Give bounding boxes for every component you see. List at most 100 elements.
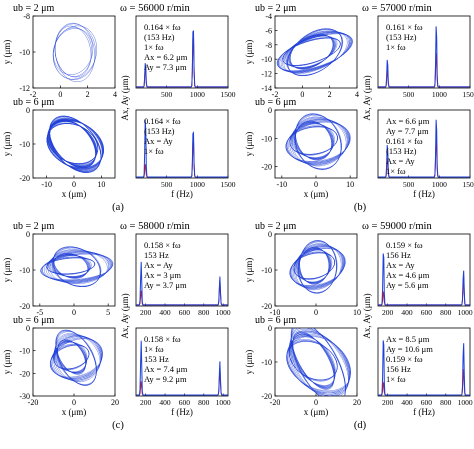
x-tick-label: 0: [72, 398, 76, 407]
y-tick-label: -10: [19, 347, 30, 356]
y-tick-label: -10: [261, 358, 272, 367]
x-tick-label: 400: [159, 398, 171, 407]
ub-label: ub = 2 μm: [13, 221, 55, 232]
annotation: Ax = Ay: [386, 156, 415, 166]
freq-axis-label: f (Hz): [413, 189, 435, 199]
y-tick-label: -10: [261, 134, 272, 143]
y-tick-label: -10: [19, 266, 30, 275]
x-tick-label: 500: [161, 90, 173, 99]
series-ay-line: [378, 53, 470, 87]
y-tick-label: -10: [19, 140, 30, 149]
x-tick-label: 0: [72, 180, 76, 189]
x-tick-label: 0: [72, 308, 76, 317]
speed-label: ω = 57000 r/min: [362, 3, 432, 14]
annotation: 1× fω: [386, 374, 406, 384]
annotation: Ax = Ay: [144, 260, 173, 270]
orbit-trajectory: [277, 29, 353, 76]
x-axis-label: x (μm): [304, 189, 329, 199]
annotation: (153 Hz): [386, 32, 417, 42]
speed-label: ω = 59000 r/min: [362, 221, 432, 232]
annotation: 156 Hz: [386, 250, 411, 260]
x-tick-label: 500: [403, 90, 415, 99]
annotation: (153 Hz): [144, 32, 175, 42]
annotation: Ay = 10.6 μm: [386, 344, 433, 354]
annotation: Ay = 7.3 μm: [144, 62, 187, 72]
y-tick-label: -20: [19, 302, 30, 311]
ub-label: ub = 2 μm: [255, 221, 297, 232]
y-tick-label: -12: [261, 70, 272, 79]
x-tick-label: 1000: [432, 180, 447, 189]
x-tick-label: 600: [179, 398, 191, 407]
annotation: 0.158 × fω: [144, 334, 181, 344]
x-tick-label: 2: [86, 90, 90, 99]
annotation: Ay = 3.7 μm: [144, 280, 187, 290]
annotation: 156 Hz: [386, 364, 411, 374]
orbit-frame: [275, 234, 357, 306]
x-tick-label: 0: [300, 90, 304, 99]
y-tick-label: -10: [19, 48, 30, 57]
annotation: 1× fω: [144, 344, 164, 354]
x-tick-label: 200: [382, 398, 394, 407]
annotation: 0.161 × fω: [386, 136, 423, 146]
y-tick-label: -20: [261, 163, 272, 172]
x-tick-label: 500: [161, 180, 173, 189]
y-axis-label: y (μm): [2, 350, 12, 375]
y-tick-label: -14: [261, 84, 272, 93]
x-tick-label: 400: [159, 308, 171, 317]
x-tick-label: 0: [314, 180, 318, 189]
x-axis-label: x (μm): [304, 407, 329, 417]
annotation: 1× fω: [386, 166, 406, 176]
orbit-trajectory: [41, 247, 114, 287]
panel-label: (c): [112, 420, 124, 431]
annotation: 0.159 × fω: [386, 354, 423, 364]
amp-axis-label: Ax, Ay (μm): [362, 293, 372, 338]
x-tick-label: 1500: [221, 90, 236, 99]
ub-label: ub = 6 μm: [13, 315, 55, 326]
freq-axis-label: f (Hz): [413, 407, 435, 417]
panel-label: (d): [354, 420, 367, 431]
orbit-trajectory: [287, 322, 351, 405]
x-tick-label: -10: [276, 180, 287, 189]
x-tick-label: 200: [382, 308, 394, 317]
annotation: 1× fω: [386, 42, 406, 52]
x-tick-label: 1000: [216, 398, 231, 407]
y-axis-label: y (μm): [244, 350, 254, 375]
orbit-trajectory: [290, 240, 346, 293]
y-tick-label: -6: [265, 26, 272, 35]
y-axis-label: y (μm): [2, 258, 12, 283]
freq-axis-label: f (Hz): [171, 407, 193, 417]
x-tick-label: 0: [314, 398, 318, 407]
x-tick-label: 10: [353, 308, 361, 317]
orbit-trajectory: [286, 114, 351, 170]
amp-axis-label: Ax, Ay (μm): [362, 75, 372, 120]
x-tick-label: 0: [314, 308, 318, 317]
y-axis-label: y (μm): [244, 132, 254, 157]
x-tick-label: 1000: [190, 180, 205, 189]
x-tick-label: 800: [198, 398, 210, 407]
x-tick-label: 200: [140, 398, 152, 407]
annotation: Ax = 3 μm: [144, 270, 181, 280]
orbit-trajectory: [47, 116, 104, 173]
panel-label: (b): [354, 202, 367, 213]
x-tick-label: 4: [355, 90, 359, 99]
x-tick-label: 800: [440, 398, 452, 407]
x-tick-label: 800: [440, 308, 452, 317]
x-tick-label: 600: [421, 398, 433, 407]
annotation: 0.158 × fω: [144, 240, 181, 250]
x-tick-label: 1500: [221, 180, 236, 189]
